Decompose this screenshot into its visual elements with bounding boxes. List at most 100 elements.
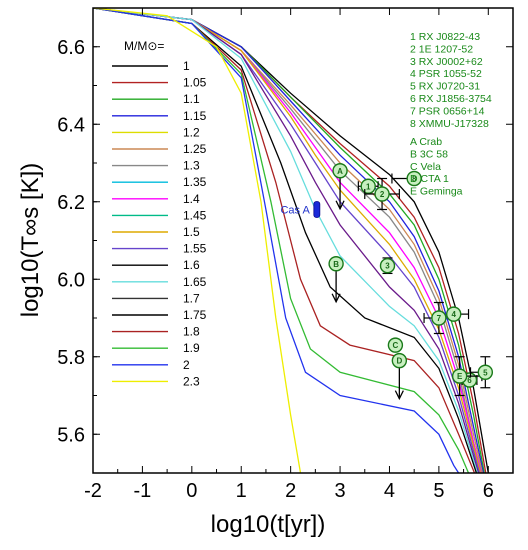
observation-marker [332,163,348,179]
x-tick-label: -1 [134,480,152,502]
legend-entry-label: 2.3 [183,374,200,388]
arrow-head [394,390,404,401]
object-legend-entry: 4 PSR 1055-52 [410,68,482,80]
cooling-curve-11 [93,8,479,473]
observation-marker [328,256,344,272]
observations: A 12 8 B 3 CD 7 4 6E 5 Cas A [280,163,494,401]
observation-label: E [457,372,463,381]
observation-marker [374,186,390,202]
legend-entry-label: 1.2 [183,125,200,139]
object-legend-entry: 7 PSR 0656+14 [410,105,485,117]
object-legend-entry: B 3C 58 [410,148,448,160]
y-tick-label: 6.0 [57,269,85,291]
cooling-curve-10 [93,8,480,473]
x-axis-title: log10(t[yr]) [211,511,326,538]
observation-label: 7 [437,314,442,323]
legend-entry-label: 1 [183,59,190,73]
axis-ticks: -2 -1 0 1 2 3 4 5 65.65.86.06.26.46.6 [57,7,513,502]
observation-label: 1 [366,182,371,191]
observation-2: 2 [364,177,400,211]
object-legend-entry: E Geminga [410,186,463,198]
observation-marker [451,368,468,384]
cooling-curve-15 [93,8,460,473]
object-legend-entry: 8 XMMU-J17328 [410,118,489,130]
observation-4: 4 [446,306,470,322]
object-legend-entry: 3 RX J0002+62 [410,56,483,68]
mass-legend: M/M⊙= 1 1.05 1.1 1.15 1.2 1.25 1.3 1.35 1.4 1.45 1… [112,39,207,388]
object-legend-entry: A Crab [410,136,442,148]
observation-label: 5 [483,368,488,377]
x-tick-label: 6 [483,480,494,502]
y-tick-label: 6.6 [57,37,85,59]
object-legend-entry: 1 RX J0822-43 [410,31,480,43]
observation-label: B [333,260,339,269]
x-tick-label: 3 [334,480,345,502]
observation-label: D [396,357,402,366]
objects-legend: 1 RX J0822-432 1E 1207-523 RX J0002+624 … [410,31,492,198]
legend-entry-label: 1.05 [183,76,207,90]
cooling-curve-13 [93,8,476,473]
legend-entry-label: 1.45 [183,208,207,222]
legend-entry-label: 2 [183,358,190,372]
x-tick-label: 1 [236,480,247,502]
object-legend-entry: 6 RX J1856-3754 [410,93,492,105]
observation-label: C [393,341,399,350]
observation-A: A [332,163,348,211]
legend-entry-label: 1.35 [183,175,207,189]
cooling-curve-16 [93,8,302,473]
legend-entry-label: 1.1 [183,92,200,106]
arrow-head [331,293,341,304]
observation-marker [431,310,447,326]
observation-label: 8 [412,175,417,184]
observation-8: 8 [391,170,422,187]
cooling-curves [93,8,489,473]
cas-a-marker [313,201,321,218]
object-legend-entry: D CTA 1 [410,173,449,185]
y-tick-label: 5.8 [57,347,85,369]
observation-marker [406,170,422,187]
legend-entry-label: 1.8 [183,325,200,339]
legend-entry-label: 1.9 [183,341,200,355]
legend-entry-label: 1.3 [183,159,200,173]
y-tick-label: 5.6 [57,424,85,446]
observation-marker [446,306,462,322]
observation-label: 6 [467,376,472,385]
cooling-curve-14 [93,8,470,473]
cas-a-label: Cas A [280,205,310,217]
object-legend-entry: 2 1E 1207-52 [410,43,473,55]
observation-B: B [328,256,344,304]
observation-label: 3 [385,262,390,271]
x-tick-label: 0 [186,480,197,502]
x-tick-label: 4 [384,480,395,502]
legend-entry-label: 1.65 [183,275,207,289]
observation-D: D [391,352,408,401]
x-tick-label: -2 [84,480,102,502]
object-legend-entry: C Vela [410,161,441,173]
legend-entry-label: 1.4 [183,192,200,206]
legend-entry-label: 1.55 [183,242,207,256]
observation-label: 4 [451,310,456,319]
y-tick-label: 6.2 [57,192,85,214]
observation-marker [477,364,494,380]
observation-marker [391,352,408,369]
cooling-curve-12 [93,8,478,473]
observation-5: 5 [469,356,494,389]
observation-label: 2 [380,190,385,199]
x-tick-label: 2 [285,480,296,502]
legend-entry-label: 1.7 [183,291,200,305]
legend-entry-label: 1.75 [183,308,207,322]
legend-entry-label: 1.25 [183,142,207,156]
x-tick-label: 5 [433,480,444,502]
observation-3: 3 [379,257,396,275]
observation-label: A [337,167,343,176]
legend-entry-label: 1.5 [183,225,200,239]
observation-7: 7 [423,301,447,335]
y-axis-title: log10(T∞s [K]) [17,163,44,318]
cas-a-point: Cas A [280,201,321,218]
object-legend-entry: 5 RX J0720-31 [410,81,480,93]
legend-title: M/M⊙= [124,39,164,53]
observation-marker [387,337,404,353]
legend-entry-label: 1.6 [183,258,200,272]
legend-entry-label: 1.15 [183,109,207,123]
